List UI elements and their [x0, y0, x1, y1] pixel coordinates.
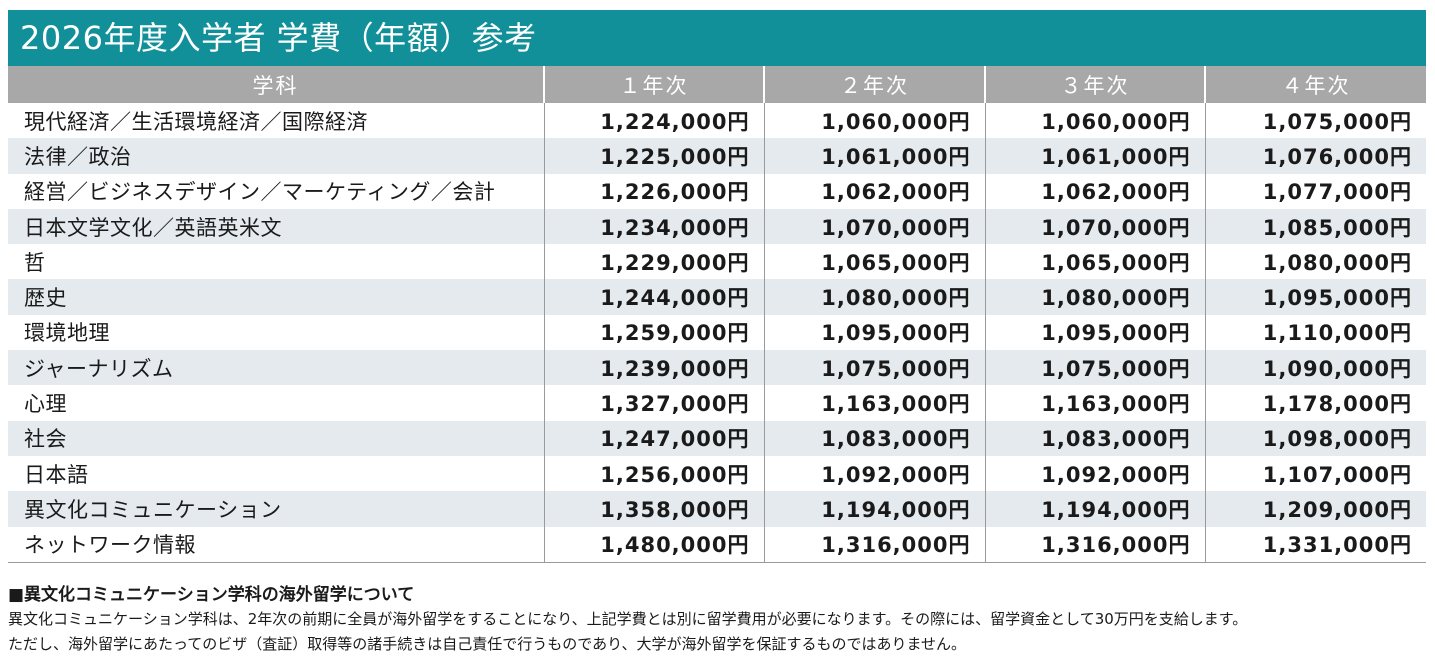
fee-year-3: 1,316,000円 — [985, 526, 1206, 563]
fee-year-1: 1,229,000円 — [544, 244, 765, 280]
department-cell: 社会 — [8, 420, 545, 456]
department-cell: 現代経済／生活環境経済／国際経済 — [8, 103, 545, 139]
fee-year-1: 1,225,000円 — [544, 138, 765, 174]
fee-year-4: 1,085,000円 — [1205, 208, 1426, 245]
header-department: 学科 — [8, 66, 545, 103]
fee-year-2: 1,065,000円 — [764, 244, 986, 280]
fee-year-4: 1,209,000円 — [1205, 491, 1426, 527]
tuition-table: 学科 １年次 ２年次 ３年次 ４年次 現代経済／生活環境経済／国際経済 1,22… — [8, 66, 1426, 563]
fee-year-3: 1,060,000円 — [985, 103, 1206, 139]
table-row: 歴史 1,244,000円 1,080,000円 1,080,000円 1,09… — [8, 279, 1426, 315]
table-row: 日本文学文化／英語英米文 1,234,000円 1,070,000円 1,070… — [8, 208, 1426, 245]
table-row: 心理 1,327,000円 1,163,000円 1,163,000円 1,17… — [8, 385, 1426, 421]
fee-year-1: 1,244,000円 — [544, 279, 765, 315]
department-cell: 日本語 — [8, 455, 545, 492]
fee-year-3: 1,092,000円 — [985, 455, 1206, 492]
table-row: 異文化コミュニケーション 1,358,000円 1,194,000円 1,194… — [8, 491, 1426, 527]
fee-year-1: 1,259,000円 — [544, 314, 765, 351]
fee-year-3: 1,070,000円 — [985, 208, 1206, 245]
header-year-3: ３年次 — [985, 66, 1206, 103]
department-cell: 環境地理 — [8, 314, 545, 351]
department-cell: 歴史 — [8, 279, 545, 315]
fee-year-2: 1,163,000円 — [764, 385, 986, 421]
fee-year-3: 1,075,000円 — [985, 350, 1206, 386]
header-year-4: ４年次 — [1205, 66, 1426, 103]
table-row: ジャーナリズム 1,239,000円 1,075,000円 1,075,000円… — [8, 350, 1426, 386]
fee-year-1: 1,226,000円 — [544, 173, 765, 209]
table-row: 法律／政治 1,225,000円 1,061,000円 1,061,000円 1… — [8, 138, 1426, 174]
header-year-2: ２年次 — [764, 66, 986, 103]
department-cell: 心理 — [8, 385, 545, 421]
note-heading: ■異文化コミュニケーション学科の海外留学について — [8, 585, 415, 605]
fee-year-4: 1,077,000円 — [1205, 173, 1426, 209]
fee-year-2: 1,080,000円 — [764, 279, 986, 315]
fee-year-1: 1,480,000円 — [544, 526, 765, 563]
table-row: ネットワーク情報 1,480,000円 1,316,000円 1,316,000… — [8, 526, 1426, 563]
department-cell: 異文化コミュニケーション — [8, 491, 545, 527]
fee-year-1: 1,358,000円 — [544, 491, 765, 527]
fee-year-4: 1,075,000円 — [1205, 103, 1426, 139]
fee-year-2: 1,092,000円 — [764, 455, 986, 492]
fee-year-3: 1,194,000円 — [985, 491, 1206, 527]
fee-year-2: 1,316,000円 — [764, 526, 986, 563]
table-header-row: 学科 １年次 ２年次 ３年次 ４年次 — [8, 66, 1426, 103]
table-row: 経営／ビジネスデザイン／マーケティング／会計 1,226,000円 1,062,… — [8, 173, 1426, 209]
fee-year-4: 1,110,000円 — [1205, 314, 1426, 351]
fee-year-2: 1,070,000円 — [764, 208, 986, 245]
fee-year-2: 1,061,000円 — [764, 138, 986, 174]
fee-year-1: 1,327,000円 — [544, 385, 765, 421]
fee-year-4: 1,080,000円 — [1205, 244, 1426, 280]
fee-year-2: 1,194,000円 — [764, 491, 986, 527]
fee-year-4: 1,178,000円 — [1205, 385, 1426, 421]
page-title: 2026年度入学者 学費（年額）参考 — [8, 10, 1426, 66]
fee-year-3: 1,095,000円 — [985, 314, 1206, 351]
fee-year-4: 1,098,000円 — [1205, 420, 1426, 456]
fee-year-2: 1,060,000円 — [764, 103, 986, 139]
fee-year-1: 1,247,000円 — [544, 420, 765, 456]
fee-year-2: 1,095,000円 — [764, 314, 986, 351]
fee-year-4: 1,076,000円 — [1205, 138, 1426, 174]
fee-year-3: 1,083,000円 — [985, 420, 1206, 456]
fee-year-3: 1,163,000円 — [985, 385, 1206, 421]
table-row: 現代経済／生活環境経済／国際経済 1,224,000円 1,060,000円 1… — [8, 103, 1426, 139]
department-cell: ジャーナリズム — [8, 350, 545, 386]
fee-year-1: 1,234,000円 — [544, 208, 765, 245]
fee-year-3: 1,080,000円 — [985, 279, 1206, 315]
table-row: 日本語 1,256,000円 1,092,000円 1,092,000円 1,1… — [8, 455, 1426, 492]
table-row: 環境地理 1,259,000円 1,095,000円 1,095,000円 1,… — [8, 314, 1426, 351]
fee-year-1: 1,224,000円 — [544, 103, 765, 139]
fee-year-4: 1,331,000円 — [1205, 526, 1426, 563]
fee-year-4: 1,095,000円 — [1205, 279, 1426, 315]
fee-year-3: 1,061,000円 — [985, 138, 1206, 174]
fee-year-1: 1,256,000円 — [544, 455, 765, 492]
department-cell: 経営／ビジネスデザイン／マーケティング／会計 — [8, 173, 545, 209]
fee-year-3: 1,062,000円 — [985, 173, 1206, 209]
table-row: 社会 1,247,000円 1,083,000円 1,083,000円 1,09… — [8, 420, 1426, 456]
fee-year-2: 1,075,000円 — [764, 350, 986, 386]
header-year-1: １年次 — [544, 66, 765, 103]
note-text-line: 異文化コミュニケーション学科は、2年次の前期に全員が海外留学をすることになり、上… — [8, 610, 1248, 628]
fee-year-3: 1,065,000円 — [985, 244, 1206, 280]
department-cell: 法律／政治 — [8, 138, 545, 174]
fee-year-2: 1,083,000円 — [764, 420, 986, 456]
note-text-line: ただし、海外留学にあたってのビザ（査証）取得等の諸手続きは自己責任で行うものであ… — [8, 635, 967, 653]
department-cell: 哲 — [8, 244, 545, 280]
fee-year-2: 1,062,000円 — [764, 173, 986, 209]
fee-year-4: 1,107,000円 — [1205, 455, 1426, 492]
fee-year-4: 1,090,000円 — [1205, 350, 1426, 386]
table-row: 哲 1,229,000円 1,065,000円 1,065,000円 1,080… — [8, 244, 1426, 280]
department-cell: ネットワーク情報 — [8, 526, 545, 563]
fee-year-1: 1,239,000円 — [544, 350, 765, 386]
department-cell: 日本文学文化／英語英米文 — [8, 208, 545, 245]
